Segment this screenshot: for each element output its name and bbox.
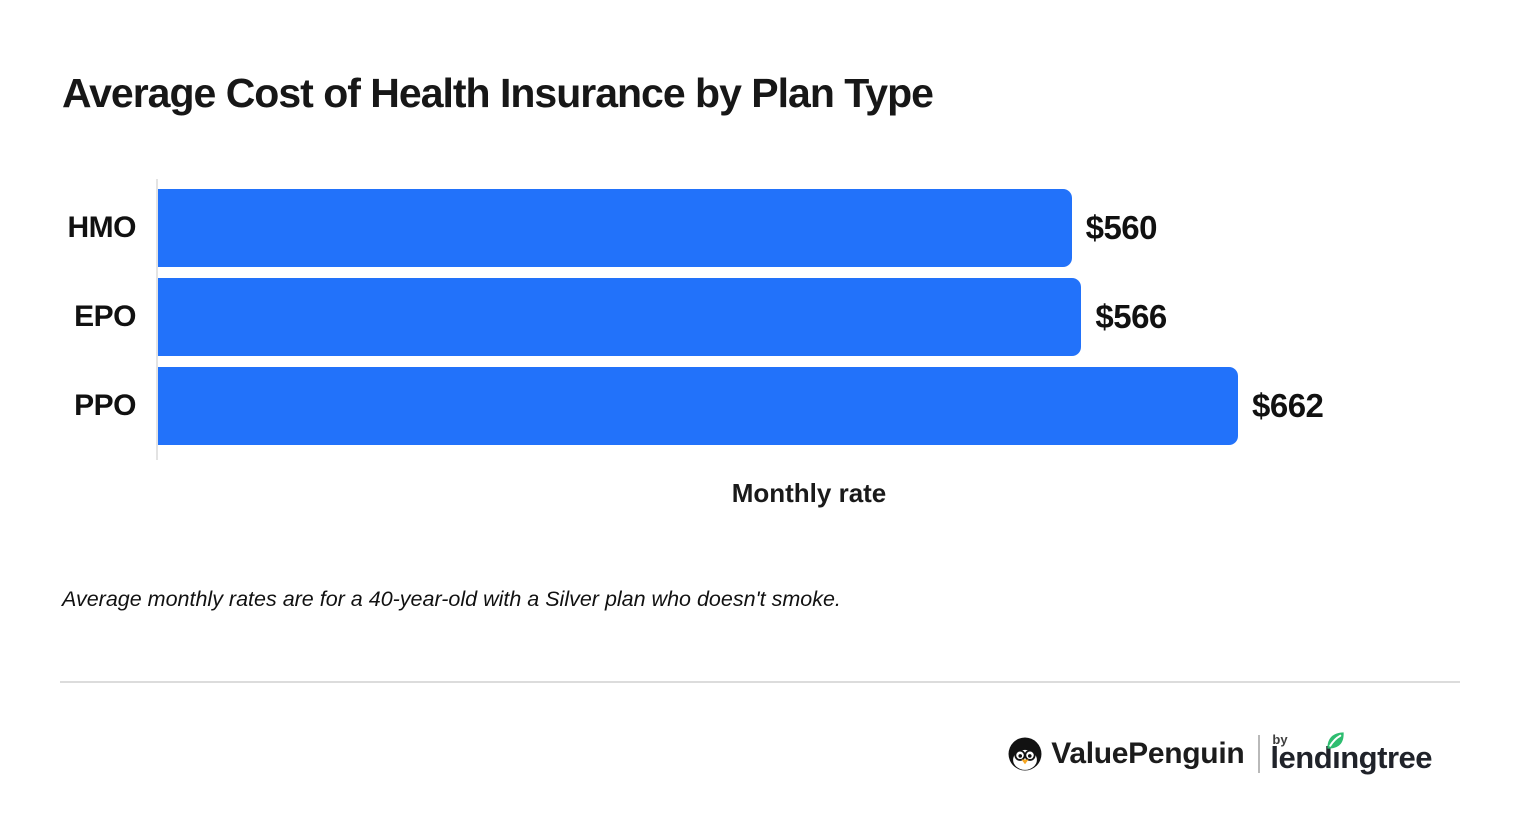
chart-title: Average Cost of Health Insurance by Plan…	[62, 70, 934, 116]
lendingtree-logo: by lendıngtree	[1270, 732, 1432, 776]
bar-row: $566	[158, 278, 1238, 357]
valuepenguin-wordmark: ValuePenguin	[1051, 737, 1245, 771]
chart-area: HMO EPO PPO $560 $566 $662	[62, 179, 1520, 461]
horizontal-divider	[60, 681, 1460, 684]
bar-row: $662	[158, 367, 1324, 446]
logo-divider	[1258, 735, 1261, 774]
bar-ppo	[158, 367, 1238, 446]
by-label: by	[1272, 732, 1288, 748]
category-label-ppo: PPO	[74, 389, 136, 423]
lendingtree-wordmark-wrap: lendıngtree	[1270, 732, 1432, 776]
value-label-hmo: $560	[1085, 209, 1158, 247]
lendingtree-wordmark: lendıngtree	[1270, 740, 1432, 776]
category-label-hmo: HMO	[67, 211, 137, 245]
bar-hmo	[158, 189, 1072, 268]
value-label-epo: $566	[1095, 298, 1167, 336]
bar-row: $560	[158, 189, 1238, 268]
leaf-icon	[1324, 729, 1347, 752]
value-label-ppo: $662	[1252, 387, 1324, 425]
category-label-epo: EPO	[74, 300, 136, 334]
bar-rows: $560 $566 $662	[156, 179, 1324, 461]
footer-logos: ValuePenguin by lendıngtree	[0, 732, 1432, 776]
footnote: Average monthly rates are for a 40-year-…	[62, 587, 841, 612]
x-axis-label: Monthly rate	[731, 478, 887, 509]
penguin-logo-icon	[1008, 737, 1042, 771]
category-labels: HMO EPO PPO	[62, 179, 137, 445]
bar-epo	[158, 278, 1082, 357]
